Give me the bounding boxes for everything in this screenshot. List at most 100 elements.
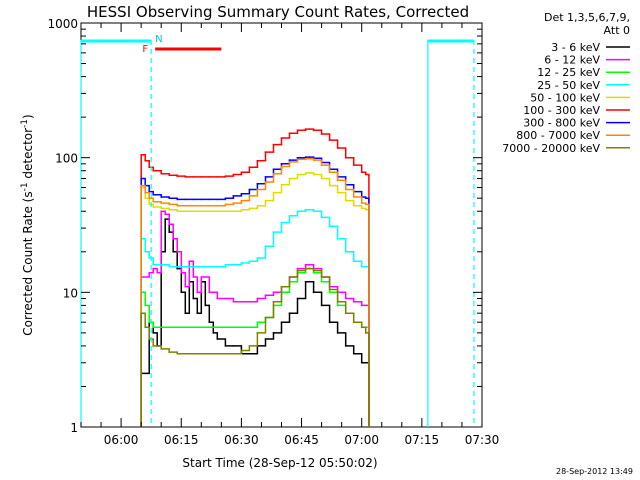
x-tick-label: 07:00 — [344, 433, 379, 447]
series-point — [240, 301, 243, 303]
series-point — [164, 213, 166, 216]
series-point — [364, 361, 367, 364]
series-point — [208, 265, 211, 268]
series-point — [272, 301, 275, 303]
series-point — [160, 326, 162, 329]
series-point — [360, 171, 363, 173]
series-point — [344, 188, 347, 191]
series-point — [140, 184, 142, 187]
series-point — [264, 181, 267, 183]
series-point — [184, 204, 187, 207]
series-point — [304, 156, 307, 158]
series-point — [216, 265, 219, 268]
series-point — [320, 164, 323, 166]
series-point — [368, 204, 370, 207]
series-point — [344, 251, 347, 253]
series-point — [160, 210, 162, 213]
series-point — [312, 269, 315, 272]
series-point — [304, 264, 307, 266]
series-point — [184, 326, 187, 329]
series-point — [144, 191, 146, 194]
series-point — [188, 260, 191, 263]
series-line — [140, 218, 370, 427]
series-point — [168, 209, 170, 211]
series-point — [232, 326, 235, 329]
series-point — [216, 198, 219, 201]
series-point — [248, 166, 251, 168]
series-point — [360, 326, 363, 329]
series-point — [208, 352, 211, 355]
series-point — [264, 176, 267, 178]
series-point — [232, 195, 235, 197]
series-point — [168, 231, 170, 233]
axis-layer: 1 10 100 1000 06:00 06:15 06:30 06:45 07:00 07:15… — [47, 17, 499, 447]
series-point — [176, 204, 178, 207]
series-point — [192, 297, 195, 300]
series-point — [248, 301, 251, 303]
chart-title: HESSI Observing Summary Count Rates, Cor… — [87, 3, 469, 21]
series-point — [320, 133, 323, 135]
series-point — [192, 352, 195, 355]
series-point — [360, 265, 363, 268]
flag-f-label: F — [142, 44, 148, 55]
series-point — [360, 361, 363, 364]
series-point — [280, 286, 283, 288]
series-point — [192, 276, 195, 278]
series-point — [148, 166, 150, 168]
series-point — [232, 301, 235, 303]
flag-n-label: N — [155, 34, 162, 45]
series-line — [140, 172, 370, 427]
series-point — [304, 172, 307, 174]
series-point — [168, 174, 170, 177]
series-point — [152, 267, 154, 270]
series-point — [240, 192, 243, 195]
series-point — [280, 321, 283, 324]
series-point — [256, 159, 259, 162]
series-point — [328, 184, 331, 187]
series-point — [328, 291, 331, 294]
series-point — [176, 251, 178, 253]
series-point — [232, 210, 235, 213]
series-point — [352, 204, 355, 207]
series-point — [192, 326, 195, 329]
series-point — [248, 207, 251, 210]
series-point — [180, 291, 183, 294]
series-line — [140, 209, 370, 427]
series-point — [328, 321, 331, 324]
series-point — [208, 291, 211, 294]
series-point — [168, 326, 170, 329]
series-point — [196, 312, 199, 315]
series-point — [152, 326, 154, 329]
series-point — [364, 197, 367, 199]
series-point — [200, 198, 203, 201]
series-point — [148, 197, 150, 199]
y-tick-label: 1000 — [47, 17, 78, 31]
plot-timestamp: 28-Sep-2012 13:49 — [556, 467, 633, 476]
x-tick-label: 06:30 — [224, 433, 259, 447]
series-point — [328, 288, 331, 291]
series-line — [140, 267, 370, 427]
series-point — [296, 129, 299, 131]
series-point — [308, 280, 311, 283]
series-point — [328, 225, 331, 227]
series-point — [264, 199, 267, 202]
series-point — [160, 348, 162, 350]
legend-label: 12 - 25 keV — [537, 66, 600, 79]
series-point — [288, 159, 291, 161]
series-point — [192, 204, 195, 207]
series-point — [288, 276, 291, 278]
series-point — [296, 158, 299, 161]
series-point — [312, 271, 315, 274]
series-point — [344, 156, 347, 159]
series-point — [320, 304, 323, 307]
series-point — [288, 177, 291, 180]
series-point — [164, 218, 166, 220]
series-point — [196, 291, 199, 294]
series-point — [176, 198, 178, 201]
series-point — [184, 286, 187, 288]
series-point — [320, 177, 323, 180]
series-point — [312, 159, 315, 161]
series-point — [184, 198, 187, 201]
series-point — [280, 221, 283, 224]
series-line — [140, 210, 370, 427]
